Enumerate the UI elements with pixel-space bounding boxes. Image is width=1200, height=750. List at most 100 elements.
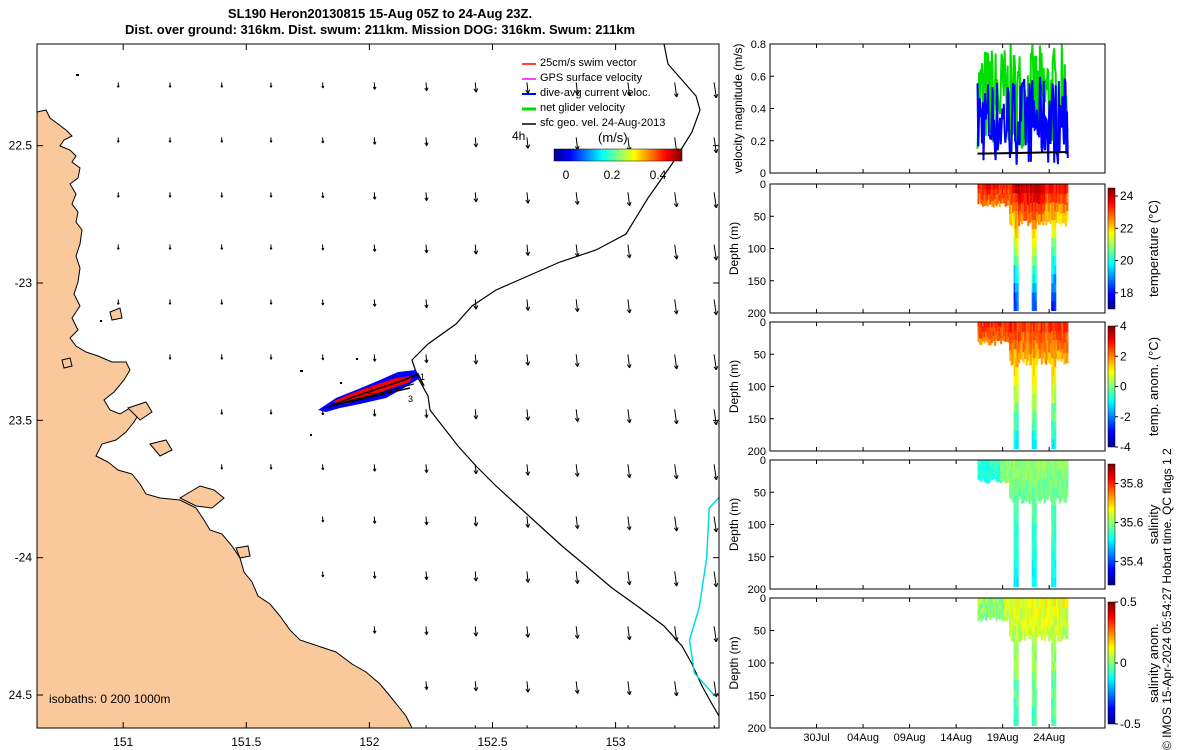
heatmap-cell — [1027, 607, 1030, 618]
land-mass — [37, 109, 413, 728]
track-number-2: 2 — [368, 386, 373, 396]
heatmap-cell — [1018, 598, 1021, 610]
heatmap-cell — [998, 465, 1001, 472]
heatmap-cell — [980, 603, 983, 611]
geo-vector-head — [269, 85, 273, 88]
heatmap-cell — [1043, 630, 1046, 642]
heatmap-cell — [1051, 256, 1054, 266]
colorbar-label: temperature (°C) — [1146, 200, 1161, 297]
geo-vector-head — [626, 526, 632, 531]
heatmap-cell — [1033, 487, 1036, 497]
heatmap-cell — [997, 613, 1000, 619]
heatmap-cell — [1061, 203, 1064, 214]
heatmap-cell — [1015, 439, 1018, 449]
heatmap-cell — [1030, 616, 1033, 627]
heatmap-cell — [1015, 478, 1018, 488]
heatmap-cell — [1031, 550, 1034, 560]
geo-vector — [474, 516, 477, 527]
heatmap-cell — [1016, 505, 1019, 515]
geo-vector — [627, 626, 631, 640]
geo-vector-head — [626, 364, 632, 369]
geo-vector — [425, 409, 428, 418]
colorbar-tick-2: 0.4 — [650, 168, 667, 182]
geo-vector — [425, 464, 428, 473]
heatmap-cell — [1015, 716, 1018, 726]
geo-vector — [713, 681, 717, 697]
heatmap-cell — [1034, 514, 1037, 524]
heatmap-cell — [1055, 460, 1058, 471]
heatmap-cell — [1009, 322, 1012, 333]
heatmap-cell — [1066, 628, 1069, 640]
geo-vector — [474, 82, 477, 93]
heatmap-cell — [1016, 439, 1019, 449]
geo-vector — [674, 354, 678, 370]
heatmap-cell — [1066, 210, 1069, 221]
geo-vector-head — [321, 140, 325, 144]
heatmap-cell — [1028, 193, 1031, 204]
heatmap-cell — [1001, 609, 1004, 616]
heatmap-cell — [1052, 460, 1055, 470]
heatmap-cell — [1034, 505, 1037, 515]
heatmap-cell — [1010, 184, 1013, 195]
heatmap-cell — [1057, 598, 1060, 610]
heatmap-cell — [977, 603, 980, 610]
heatmap-cell — [998, 470, 1001, 477]
heatmap-cell — [1033, 634, 1036, 645]
heatmap-cell — [1052, 514, 1055, 524]
geo-vector — [425, 192, 428, 201]
heatmap-cell — [1061, 212, 1064, 223]
heatmap-cell — [1043, 460, 1046, 472]
heatmap-cell — [985, 184, 988, 190]
geo-vector-head — [473, 360, 479, 365]
heatmap-cell — [1000, 465, 1003, 472]
heatmap-cell — [1015, 559, 1018, 569]
heatmap-cell — [1054, 689, 1057, 699]
heatmap-cell — [994, 194, 997, 200]
title-line-2: Dist. over ground: 316km. Dist. swum: 21… — [124, 22, 636, 37]
heatmap-cell — [995, 475, 998, 482]
heatmap-cell — [998, 598, 1001, 604]
heatmap-cell — [985, 336, 988, 342]
heatmap-cell — [1034, 541, 1037, 551]
heatmap-cell — [1018, 204, 1021, 216]
heatmap-cell — [1027, 204, 1030, 216]
geo-vector — [575, 354, 579, 367]
heatmap-cell — [1015, 550, 1018, 560]
colorbar-unit: (m/s) — [598, 130, 628, 145]
heatmap-cell — [1052, 340, 1055, 350]
geo-vector-head — [525, 144, 531, 149]
geo-vector — [713, 409, 717, 425]
heatmap-cell — [1051, 532, 1054, 542]
heatmap-cell — [1052, 469, 1055, 479]
heatmap-cell — [1012, 322, 1015, 334]
heatmap-cell — [1042, 349, 1045, 359]
heatmap-cell — [1060, 322, 1063, 333]
heatmap-cell — [1051, 679, 1054, 690]
geo-vector — [526, 137, 529, 149]
heatmap-cell — [1052, 496, 1055, 506]
heatmap-cell — [1013, 376, 1016, 386]
heatmap-cell — [1003, 609, 1006, 616]
heatmap-cell — [1052, 643, 1055, 654]
heatmap-cell — [1054, 514, 1057, 524]
heatmap-cell — [1033, 256, 1036, 266]
heatmap-cell — [1016, 220, 1019, 230]
geo-vector-head — [713, 637, 719, 643]
heatmap-cell — [1010, 204, 1013, 216]
heatmap-cell — [980, 333, 983, 340]
heatmap-cell — [1031, 367, 1034, 377]
heatmap-cell — [979, 184, 982, 190]
heatmap-cell — [1039, 607, 1042, 617]
heatmap-cell — [1015, 301, 1018, 311]
geo-vector-head — [626, 635, 632, 641]
heatmap-cell — [986, 200, 989, 207]
heatmap-cell — [1001, 470, 1004, 476]
heatmap-cell — [983, 602, 986, 608]
geo-vector-head — [220, 140, 224, 143]
heatmap-cell — [1052, 349, 1055, 359]
geo-vector — [713, 571, 717, 588]
geo-vector-head — [574, 579, 580, 584]
heatmap-cell — [1010, 322, 1013, 334]
geo-vector — [627, 244, 631, 259]
